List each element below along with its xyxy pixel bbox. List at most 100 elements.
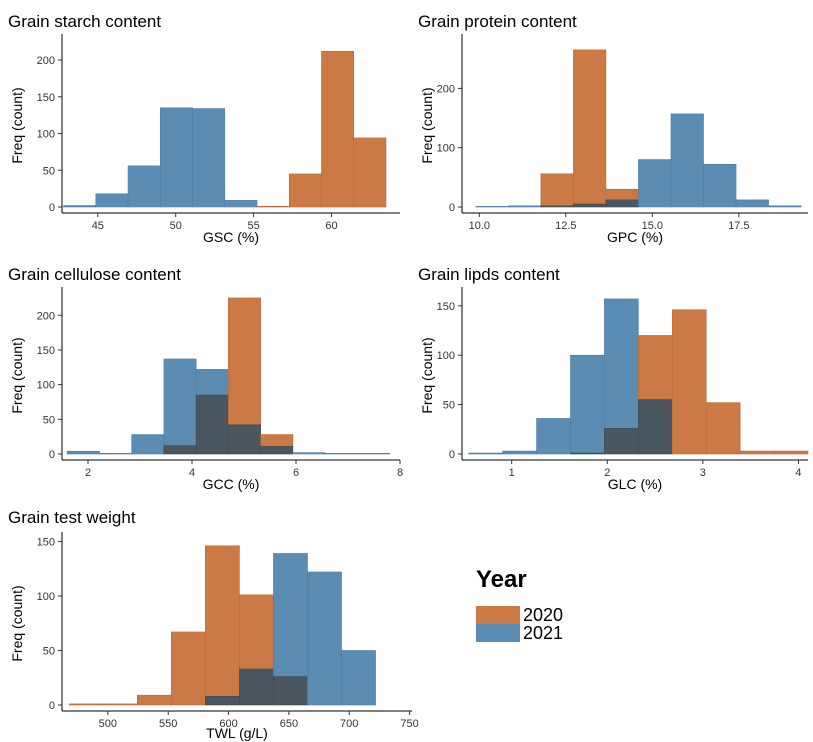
bar-2020-bin-1 xyxy=(102,703,138,706)
bar-overlap-bin-4 xyxy=(195,394,229,455)
y-tick-label: 100 xyxy=(37,129,55,141)
bar-2021-bin-6 xyxy=(273,553,308,677)
bar-2021-bin-2 xyxy=(127,165,161,208)
bar-2021-bin-7 xyxy=(307,571,342,706)
bar-2021-bin-5 xyxy=(638,159,672,208)
bar-2021-bin-0 xyxy=(63,205,97,208)
bar-2020-bin-9 xyxy=(353,137,387,208)
x-tick-label: 6 xyxy=(293,467,299,479)
y-tick-label: 100 xyxy=(37,591,55,603)
y-tick-label: 0 xyxy=(49,700,55,712)
y-tick-label: 100 xyxy=(437,143,455,155)
panel-title: Grain starch content xyxy=(8,12,161,31)
panel-title: Grain test weight xyxy=(8,508,136,527)
y-tick-label: 150 xyxy=(437,301,455,313)
legend-item-2021: 2021 xyxy=(476,622,564,643)
x-tick-label: 2 xyxy=(604,467,610,479)
bar-2020-bin-6 xyxy=(260,434,294,447)
bar-2021-bin-4 xyxy=(604,298,639,429)
y-axis-label: Freq (count) xyxy=(419,87,435,163)
y-tick-label: 150 xyxy=(37,345,55,357)
bar-2021-bin-8 xyxy=(735,199,769,208)
x-tick-label: 55 xyxy=(247,220,259,232)
legend-item-2020: 2020 xyxy=(476,604,564,625)
bar-2020-bin-3 xyxy=(171,631,206,706)
bar-2021-bin-5 xyxy=(224,200,258,208)
y-axis-label: Freq (count) xyxy=(9,585,25,661)
y-tick-label: 150 xyxy=(37,92,55,104)
legend-label-2020: 2020 xyxy=(523,604,564,625)
y-tick-label: 0 xyxy=(49,202,55,214)
legend-title: Year xyxy=(476,566,527,593)
bar-2021-bin-8 xyxy=(324,453,358,455)
bar-2020-bin-7 xyxy=(288,173,322,208)
legend-swatch-2021 xyxy=(476,624,520,642)
bar-2021-bin-9 xyxy=(768,205,802,208)
y-tick-label: 50 xyxy=(443,400,455,412)
x-tick-label: 12.5 xyxy=(555,220,576,232)
bar-2020-bin-2 xyxy=(137,694,172,706)
panel-grain-test-weight: Grain test weight 500 550 600 650 700 750 0 50 10… xyxy=(8,508,419,741)
x-axis-label: GLC (%) xyxy=(608,476,662,492)
x-axis-label: TWL (g/L) xyxy=(206,725,268,741)
bar-2020-bin-6 xyxy=(671,309,707,455)
bar-overlap-bin-2 xyxy=(540,205,574,208)
x-tick-label: 500 xyxy=(99,718,117,730)
legend-label-2021: 2021 xyxy=(523,622,564,643)
x-axis-label: GPC (%) xyxy=(607,229,663,245)
x-tick-label: 650 xyxy=(280,718,298,730)
bar-2020-bin-4 xyxy=(605,188,639,201)
bar-2021-bin-2 xyxy=(131,434,165,455)
bar-overlap-bin-3 xyxy=(570,452,605,455)
x-tick-label: 2 xyxy=(85,467,91,479)
bar-2020-bin-5 xyxy=(638,335,673,400)
bar-2021-bin-3 xyxy=(163,358,197,446)
legend-swatch-2020 xyxy=(476,606,520,624)
bar-2020-bin-9 xyxy=(773,450,809,455)
x-tick-label: 17.5 xyxy=(728,220,749,232)
x-tick-label: 4 xyxy=(795,467,801,479)
y-tick-label: 100 xyxy=(37,380,55,392)
bar-overlap-bin-4 xyxy=(205,695,240,706)
x-tick-label: 15.0 xyxy=(642,220,663,232)
x-tick-label: 4 xyxy=(189,467,195,479)
y-tick-label: 200 xyxy=(437,83,455,95)
y-tick-label: 50 xyxy=(43,165,55,177)
bar-overlap-bin-3 xyxy=(573,203,607,208)
bar-2020-bin-3 xyxy=(573,49,607,205)
panel-grain-starch: Grain starch content 45 50 55 60 0 50 100 150 200… xyxy=(8,12,400,245)
panel-title: Grain cellulose content xyxy=(8,265,181,284)
bar-2021-bin-7 xyxy=(292,452,326,455)
y-tick-label: 200 xyxy=(37,310,55,322)
x-tick-label: 550 xyxy=(159,718,177,730)
bar-2020-bin-4 xyxy=(205,545,240,697)
bar-2021-bin-1 xyxy=(502,450,537,455)
bar-overlap-bin-4 xyxy=(605,199,639,208)
x-tick-label: 750 xyxy=(400,718,418,730)
panel-title: Grain protein content xyxy=(418,12,577,31)
y-axis-label: Freq (count) xyxy=(419,337,435,413)
bar-overlap-bin-4 xyxy=(604,428,639,455)
bar-2021-bin-3 xyxy=(570,354,605,454)
panel-grain-cellulose: Grain cellulose content 2 4 6 8 0 50 100 150 200 G… xyxy=(8,265,403,492)
x-tick-label: 600 xyxy=(219,718,237,730)
x-tick-label: 60 xyxy=(325,220,337,232)
bar-overlap-bin-5 xyxy=(638,399,673,455)
bar-2021-bin-3 xyxy=(159,107,193,208)
bar-overlap-bin-6 xyxy=(260,446,294,455)
y-tick-label: 150 xyxy=(37,536,55,548)
bar-2020-bin-5 xyxy=(239,594,274,670)
bar-2021-bin-4 xyxy=(195,369,229,396)
x-tick-label: 45 xyxy=(92,220,104,232)
bar-2021-bin-1 xyxy=(99,453,132,455)
y-tick-label: 0 xyxy=(449,449,455,461)
y-tick-label: 200 xyxy=(37,55,55,67)
bar-2021-bin-0 xyxy=(468,452,503,455)
y-tick-label: 50 xyxy=(43,414,55,426)
bar-2020-bin-5 xyxy=(228,297,261,426)
x-tick-label: 700 xyxy=(340,718,358,730)
panel-title: Grain lipds content xyxy=(418,265,560,284)
bar-2021-bin-2 xyxy=(536,418,571,455)
bar-2021-bin-8 xyxy=(341,650,376,706)
